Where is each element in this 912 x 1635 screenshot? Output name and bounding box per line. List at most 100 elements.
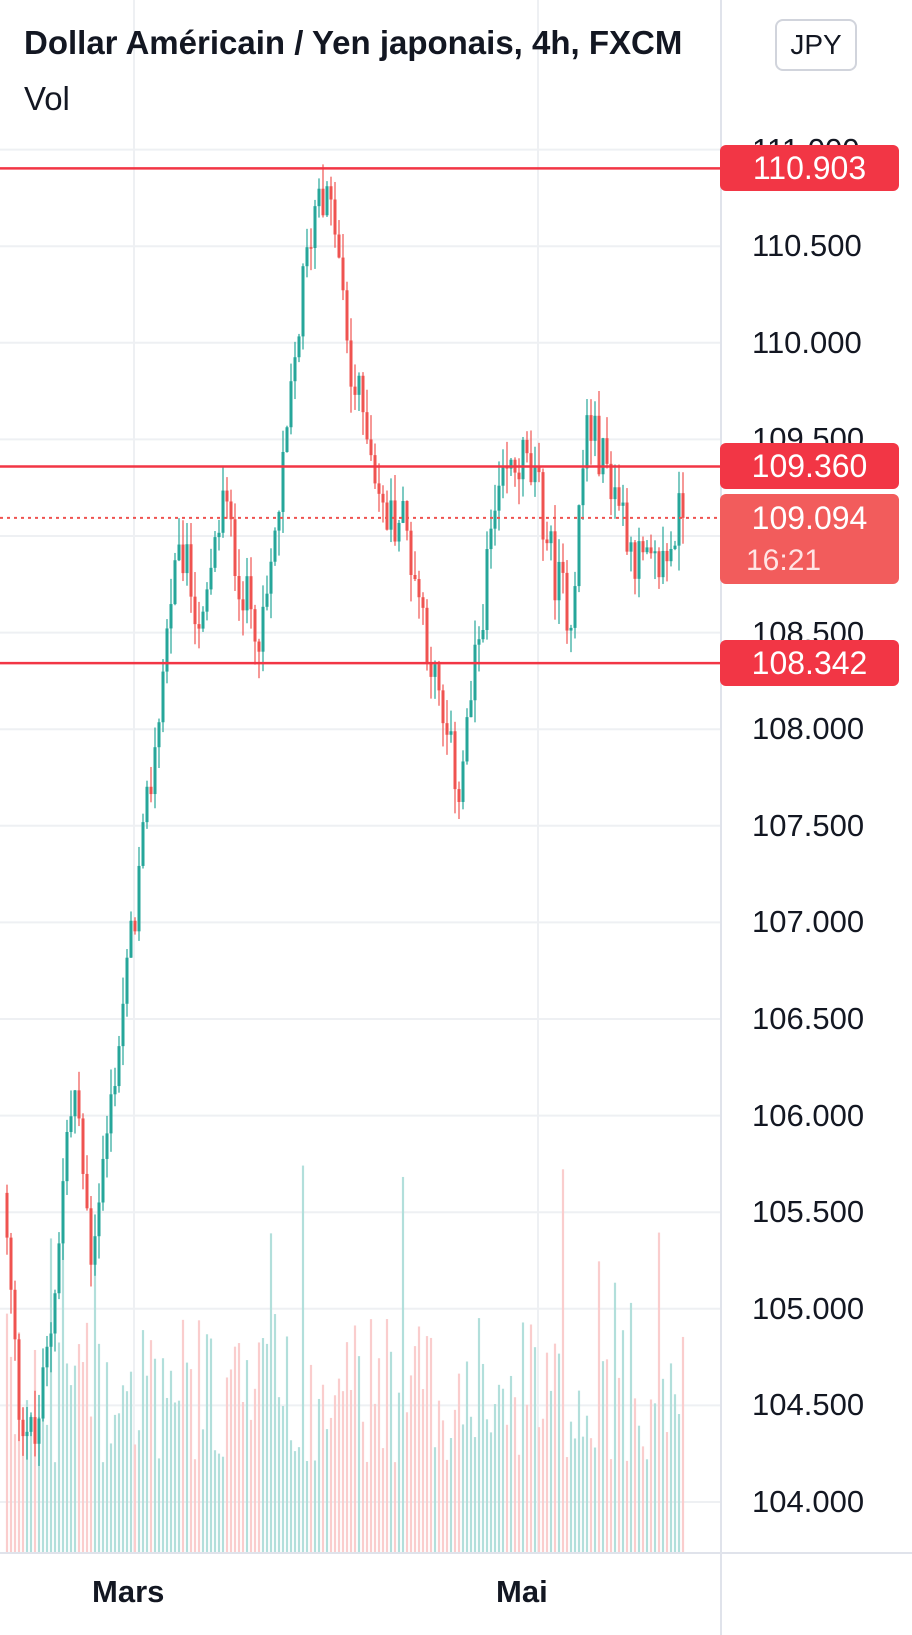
candle-body <box>161 671 165 723</box>
volume-bar <box>469 1416 473 1553</box>
volume-bar <box>509 1375 513 1553</box>
volume-bar <box>477 1318 481 1553</box>
candle-body <box>217 532 221 538</box>
volume-bar <box>233 1346 237 1553</box>
candle-body <box>45 1346 49 1368</box>
volume-bar <box>593 1447 597 1553</box>
volume-bar <box>621 1330 625 1553</box>
volume-bar <box>521 1322 525 1553</box>
candle-countdown: 16:21 <box>746 544 822 577</box>
volume-bar <box>77 1344 81 1553</box>
candle-body <box>269 561 273 594</box>
price-tick-label: 110.500 <box>752 228 862 264</box>
time-tick-label: Mars <box>92 1574 165 1609</box>
candle-body <box>77 1090 81 1119</box>
volume-bar <box>345 1342 349 1553</box>
candle-body <box>137 865 141 932</box>
candle-body <box>357 375 361 395</box>
candle-body <box>653 551 657 554</box>
candle-body <box>245 576 249 611</box>
volume-bar <box>661 1378 665 1553</box>
volume-bar <box>133 1444 137 1553</box>
volume-bar <box>573 1438 577 1553</box>
volume-bar <box>377 1358 381 1553</box>
volume-bar <box>669 1363 673 1553</box>
candle-body <box>97 1202 101 1237</box>
candle-body <box>81 1118 85 1174</box>
volume-bar <box>537 1427 541 1553</box>
horizontal-levels[interactable] <box>0 167 720 665</box>
candle-body <box>493 510 497 529</box>
volume-bar <box>425 1336 429 1553</box>
volume-bar <box>417 1326 421 1553</box>
current-price-value: 109.094 <box>751 500 868 536</box>
candle-body <box>457 789 461 802</box>
candle-body <box>25 1431 29 1437</box>
price-tick-label: 106.500 <box>752 1001 865 1036</box>
candle-body <box>633 542 637 579</box>
candle-body <box>437 664 441 691</box>
volume-bar <box>461 1424 465 1553</box>
chart-title: Dollar Américain / Yen japonais, 4h, FXC… <box>24 24 683 61</box>
candle-body <box>425 607 429 663</box>
volume-bar <box>389 1351 393 1553</box>
volume-bar <box>185 1362 189 1553</box>
volume-bar <box>645 1459 649 1553</box>
volume-bar <box>305 1461 309 1553</box>
currency-button[interactable]: JPY <box>775 19 857 71</box>
volume-bar <box>541 1418 545 1553</box>
candle-body <box>65 1131 69 1182</box>
candle-body <box>393 500 397 542</box>
volume-bar <box>261 1338 265 1553</box>
volume-bar <box>613 1282 617 1553</box>
volume-bar <box>265 1343 269 1553</box>
volume-bar <box>229 1369 233 1553</box>
volume-bar <box>57 1342 61 1553</box>
candle-body <box>661 550 665 578</box>
volume-bar <box>601 1361 605 1553</box>
candle-body <box>309 247 313 249</box>
candlesticks <box>5 164 685 1466</box>
volume-bar <box>61 1198 65 1553</box>
volume-bar <box>153 1358 157 1553</box>
candle-body <box>669 548 673 562</box>
candle-body <box>101 1158 105 1203</box>
candle-body <box>153 747 157 795</box>
candle-body <box>297 336 301 358</box>
volume-bar <box>325 1429 329 1553</box>
volume-bar <box>625 1460 629 1553</box>
candle-body <box>265 593 269 607</box>
volume-bar <box>349 1389 353 1553</box>
volume-bar <box>505 1424 509 1553</box>
candle-body <box>281 451 285 512</box>
volume-bar <box>353 1325 357 1553</box>
candle-body <box>21 1419 25 1437</box>
candle-body <box>621 502 625 506</box>
candle-body <box>89 1208 93 1265</box>
candle-body <box>369 439 373 456</box>
candle-body <box>93 1236 97 1265</box>
volume-bar <box>433 1447 437 1553</box>
candle-body <box>365 412 369 440</box>
candle-body <box>229 501 233 520</box>
candle-body <box>325 186 329 216</box>
candle-body <box>61 1181 65 1244</box>
candle-body <box>361 375 365 413</box>
price-tick-label: 107.500 <box>752 807 865 843</box>
volume-bar <box>545 1352 549 1553</box>
candle-body <box>253 609 257 642</box>
candle-body <box>533 466 537 483</box>
candle-body <box>249 576 253 610</box>
volume-bar <box>513 1397 517 1553</box>
candle-body <box>673 545 677 549</box>
candle-body <box>145 786 149 823</box>
candle-body <box>129 920 133 958</box>
volume-bar <box>145 1375 149 1553</box>
volume-legend: Vol <box>24 80 70 117</box>
candle-body <box>461 761 465 802</box>
candle-body <box>185 544 189 574</box>
volume-bar <box>413 1346 417 1553</box>
volume-bar <box>93 1238 97 1553</box>
candle-body <box>525 439 529 454</box>
